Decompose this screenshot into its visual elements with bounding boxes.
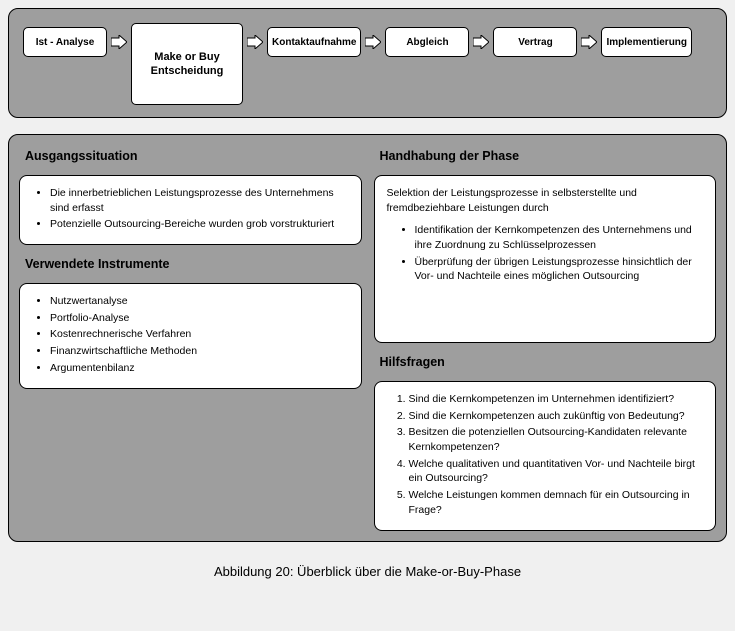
arrow-icon [473,35,489,49]
step-ist-analyse: Ist - Analyse [23,27,107,57]
process-bar: Ist - Analyse Make or Buy Entscheidung K… [8,8,727,118]
arrow-icon [365,35,381,49]
instrumente-card: Nutzwertanalyse Portfolio-Analyse Kosten… [19,283,362,388]
arrow-icon [247,35,263,49]
step-vertrag: Vertrag [493,27,577,57]
list-item: Kostenrechnerische Verfahren [50,327,349,342]
list-item: Welche Leistungen kommen demnach für ein… [409,488,704,517]
list-item: Finanzwirtschaftliche Methoden [50,344,349,359]
list-item: Die innerbetrieblichen Leistungsprozesse… [50,186,349,215]
ausgangssituation-title: Ausgangssituation [19,145,362,167]
step-kontaktaufnahme: Kontaktaufnahme [267,27,361,57]
handhabung-intro: Selektion der Leistungsprozesse in selbs… [387,186,704,215]
step-abgleich: Abgleich [385,27,469,57]
handhabung-title: Handhabung der Phase [374,145,717,167]
step-make-or-buy: Make or Buy Entscheidung [131,23,243,105]
list-item: Überprüfung der übrigen Leistungsprozess… [415,255,704,284]
list-item: Sind die Kernkompetenzen auch zukünftig … [409,409,704,424]
hilfsfragen-title: Hilfsfragen [374,351,717,373]
list-item: Identifikation der Kernkompetenzen des U… [415,223,704,252]
list-item: Besitzen die potenziellen Outsourcing-Ka… [409,425,704,454]
list-item: Argumentenbilanz [50,361,349,376]
detail-panel: Ausgangssituation Die innerbetrieblichen… [8,134,727,542]
figure-caption: Abbildung 20: Überblick über die Make-or… [8,564,727,579]
list-item: Sind die Kernkompetenzen im Unternehmen … [409,392,704,407]
ausgangssituation-card: Die innerbetrieblichen Leistungsprozesse… [19,175,362,245]
list-item: Potenzielle Outsourcing-Bereiche wurden … [50,217,349,232]
arrow-icon [581,35,597,49]
instrumente-title: Verwendete Instrumente [19,253,362,275]
arrow-icon [111,35,127,49]
list-item: Portfolio-Analyse [50,311,349,326]
left-column: Ausgangssituation Die innerbetrieblichen… [19,145,362,531]
step-implementierung: Implementierung [601,27,692,57]
hilfsfragen-card: Sind die Kernkompetenzen im Unternehmen … [374,381,717,531]
list-item: Welche qualitativen und quantitativen Vo… [409,457,704,486]
right-column: Handhabung der Phase Selektion der Leist… [374,145,717,531]
handhabung-card: Selektion der Leistungsprozesse in selbs… [374,175,717,343]
list-item: Nutzwertanalyse [50,294,349,309]
